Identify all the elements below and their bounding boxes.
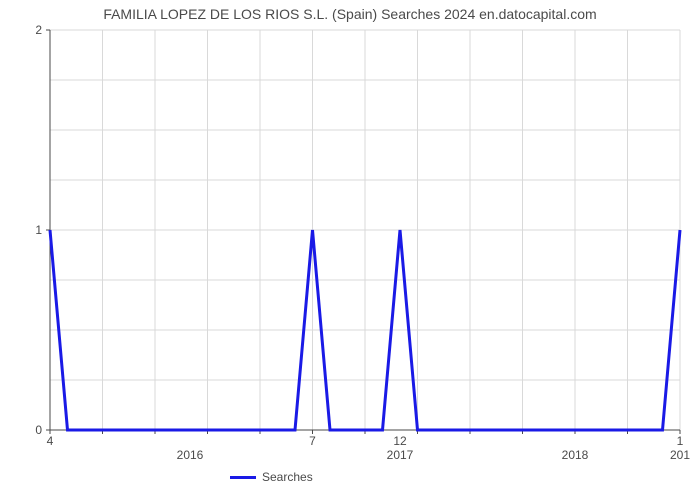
legend: Searches <box>230 470 313 484</box>
x-year-label: 2018 <box>562 430 589 462</box>
x-year-label: 2017 <box>387 430 414 462</box>
y-tick-label: 2 <box>35 23 50 37</box>
legend-swatch <box>230 476 256 479</box>
legend-label: Searches <box>262 470 313 484</box>
x-tick-label: 4 <box>47 430 54 448</box>
plot-area: 01247121201620172018201 <box>50 30 680 430</box>
x-tick-label: 7 <box>309 430 316 448</box>
y-tick-label: 1 <box>35 223 50 237</box>
x-year-label: 2016 <box>177 430 204 462</box>
chart-title: FAMILIA LOPEZ DE LOS RIOS S.L. (Spain) S… <box>0 6 700 22</box>
x-year-label: 201 <box>670 430 690 462</box>
chart-container: FAMILIA LOPEZ DE LOS RIOS S.L. (Spain) S… <box>0 0 700 500</box>
plot-svg <box>50 30 680 430</box>
